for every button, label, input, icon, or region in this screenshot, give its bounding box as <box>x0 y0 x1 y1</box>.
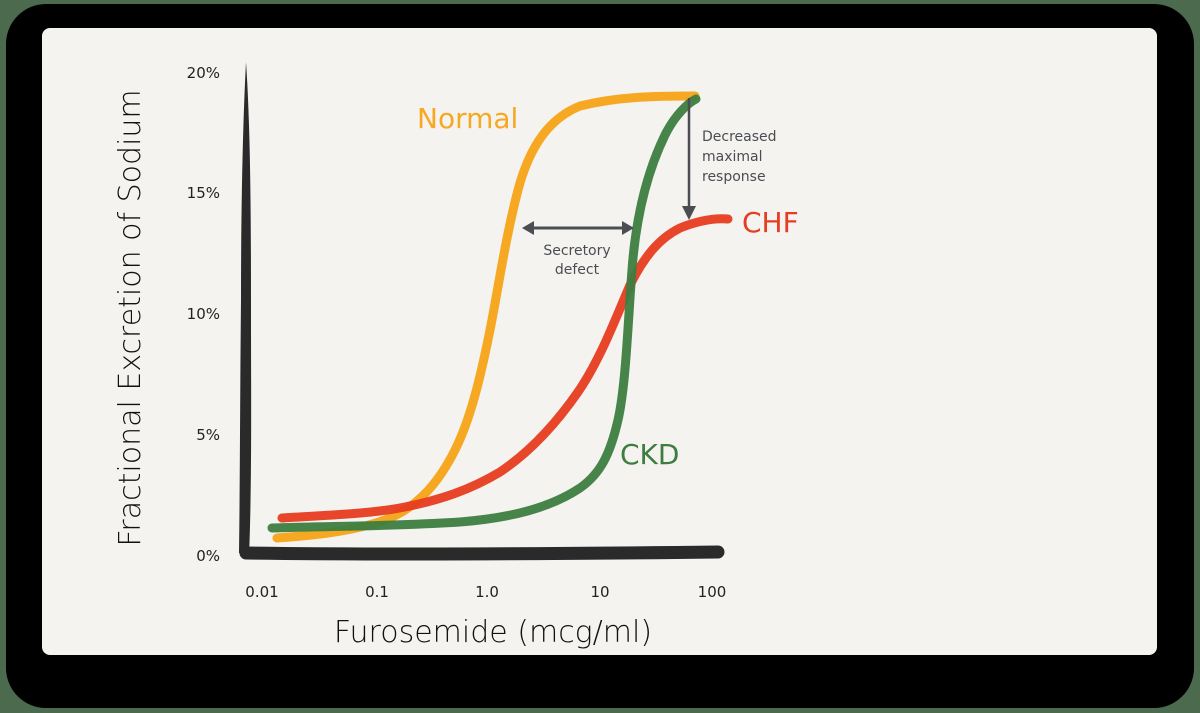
annot-decreased-line1: Decreased <box>702 129 777 145</box>
label-normal: Normal <box>417 102 518 135</box>
annot-decreased-line3: response <box>702 169 766 185</box>
x-axis-title: Furosemide (mcg/ml) <box>334 615 652 650</box>
annot-secretory-line1: Secretory <box>543 243 610 259</box>
label-ckd: CKD <box>620 438 679 471</box>
series-chf-line <box>277 214 733 523</box>
x-tick-100: 100 <box>698 583 727 601</box>
annot-decreased-line2: maximal <box>702 149 763 165</box>
decreased-response-arrow <box>682 98 696 220</box>
x-tick-0.01: 0.01 <box>245 583 278 601</box>
series-normal-line <box>272 91 700 543</box>
y-tick-15: 15% <box>187 184 220 202</box>
x-axis-line <box>239 545 725 561</box>
x-tick-1.0: 1.0 <box>475 583 499 601</box>
y-axis-line <box>239 62 252 557</box>
x-tick-0.1: 0.1 <box>365 583 389 601</box>
chart-svg: 20% 15% 10% 5% 0% 0.01 0.1 1.0 10 100 Fu… <box>113 62 799 650</box>
y-axis-title: Fractional Excretion of Sodium <box>113 89 148 546</box>
y-tick-0: 0% <box>196 547 220 565</box>
y-tick-10: 10% <box>187 305 220 323</box>
y-tick-20: 20% <box>187 64 220 82</box>
x-tick-10: 10 <box>590 583 609 601</box>
label-chf: CHF <box>742 206 799 239</box>
y-tick-5: 5% <box>196 426 220 444</box>
series-ckd-line <box>267 94 701 533</box>
secretory-defect-arrow <box>522 221 634 235</box>
annot-secretory-line2: defect <box>555 262 600 278</box>
chart-card: 20% 15% 10% 5% 0% 0.01 0.1 1.0 10 100 Fu… <box>42 28 1157 655</box>
